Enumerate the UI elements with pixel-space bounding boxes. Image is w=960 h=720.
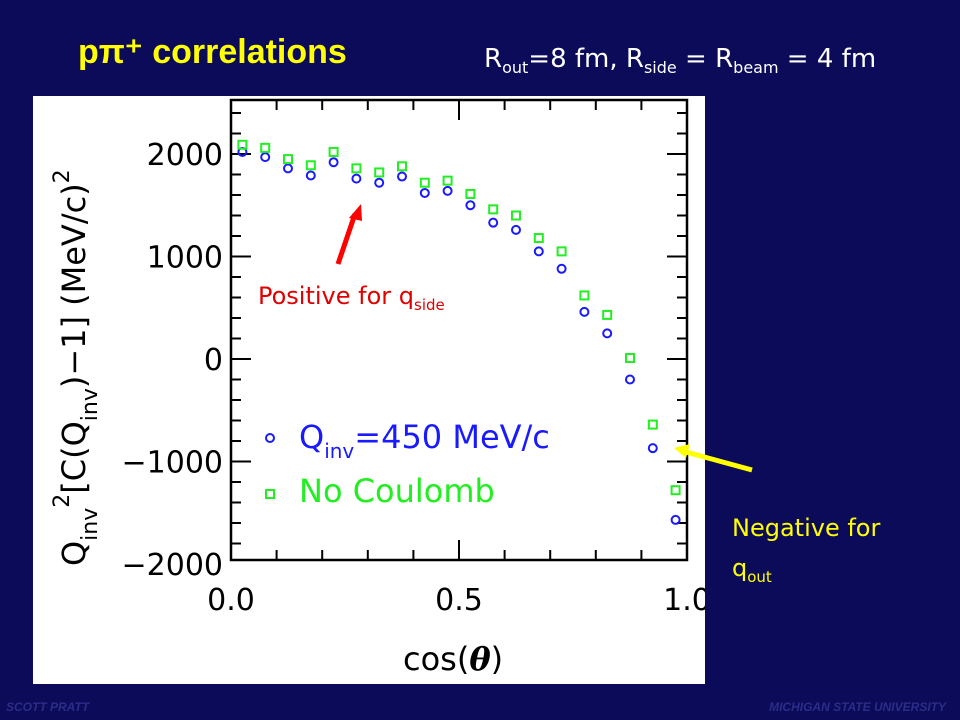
data-point-circle [351, 173, 362, 184]
x-tick-label: 0.5 [435, 583, 483, 618]
data-point-circle [488, 217, 499, 228]
data-point-square [511, 210, 521, 221]
data-point-square [488, 204, 499, 215]
negative-callout: Negative for qout [732, 514, 881, 586]
chart-panel: 2000 1000 0 −1000 −2000 0.0 0.5 1.0 Qinv2[C(Qin… [33, 96, 705, 684]
data-point-square [374, 167, 385, 178]
data-point-square [283, 154, 293, 165]
data-point-circle [602, 328, 613, 339]
axis-ticks [230, 100, 688, 560]
radius-parameters: Rout=8 fm, Rside = Rbeam = 4 fm [484, 44, 877, 78]
data-point-square [602, 309, 613, 320]
legend-marker-circle [265, 433, 275, 443]
data-point-square [328, 146, 339, 157]
data-point-square [670, 485, 681, 496]
x-axis-label: cos(θ) [403, 640, 503, 678]
data-point-circle [283, 163, 293, 174]
data-point-circle [625, 374, 635, 385]
data-point-square [351, 163, 362, 174]
data-point-circle [533, 246, 544, 257]
data-point-square [533, 233, 544, 244]
y-tick-label: −1000 [122, 446, 223, 481]
legend-marker-square [265, 489, 275, 499]
data-point-square [465, 188, 476, 199]
x-tick-label: 0.0 [207, 583, 255, 618]
legend-label-qinv: Qinv=450 MeV/c [299, 418, 550, 463]
data-point-square [647, 419, 658, 430]
data-point-square [305, 160, 316, 171]
data-point-square [237, 139, 248, 150]
y-tick-label: −2000 [122, 548, 223, 583]
data-point-circle [465, 200, 476, 211]
data-point-square [419, 177, 430, 188]
data-point-circle [442, 185, 453, 196]
legend: Qinv=450 MeV/c No Coulomb [265, 418, 550, 510]
footer-institution: MICHIGAN STATE UNIVERSITY [769, 700, 946, 714]
svg-text:Qinv2[C(Qinv)−1] (MeV/c)2: Qinv2[C(Qinv)−1] (MeV/c)2 [50, 169, 103, 566]
data-point-circle [260, 152, 271, 163]
data-point-circle [374, 177, 385, 188]
y-tick-label: 2000 [147, 138, 223, 173]
data-point-circle [328, 157, 339, 168]
y-tick-label: 0 [204, 343, 223, 378]
footer-author: SCOTT PRATT [6, 700, 90, 714]
data-point-square [442, 175, 453, 186]
data-point-circle [647, 443, 658, 454]
data-point-square [397, 161, 407, 172]
legend-label-no-coulomb: No Coulomb [299, 472, 495, 510]
data-point-circle [670, 514, 681, 525]
data-point-circle [305, 170, 316, 181]
data-point-circle [579, 306, 590, 317]
data-point-square [625, 352, 635, 363]
y-tick-label: 1000 [147, 241, 223, 276]
x-tick-label: 1.0 [663, 583, 705, 618]
data-points [237, 139, 681, 525]
data-point-square [260, 142, 271, 153]
data-point-circle [397, 171, 407, 182]
data-point-circle [511, 224, 521, 235]
slide-title: pπ⁺ correlations [78, 33, 347, 71]
positive-callout: Positive for qside [258, 282, 445, 314]
y-axis-label: Qinv2[C(Qinv)−1] (MeV/c)2 [50, 169, 103, 566]
data-point-circle [419, 187, 430, 198]
data-point-square [556, 246, 567, 257]
data-point-square [579, 290, 590, 301]
data-point-circle [556, 263, 567, 274]
